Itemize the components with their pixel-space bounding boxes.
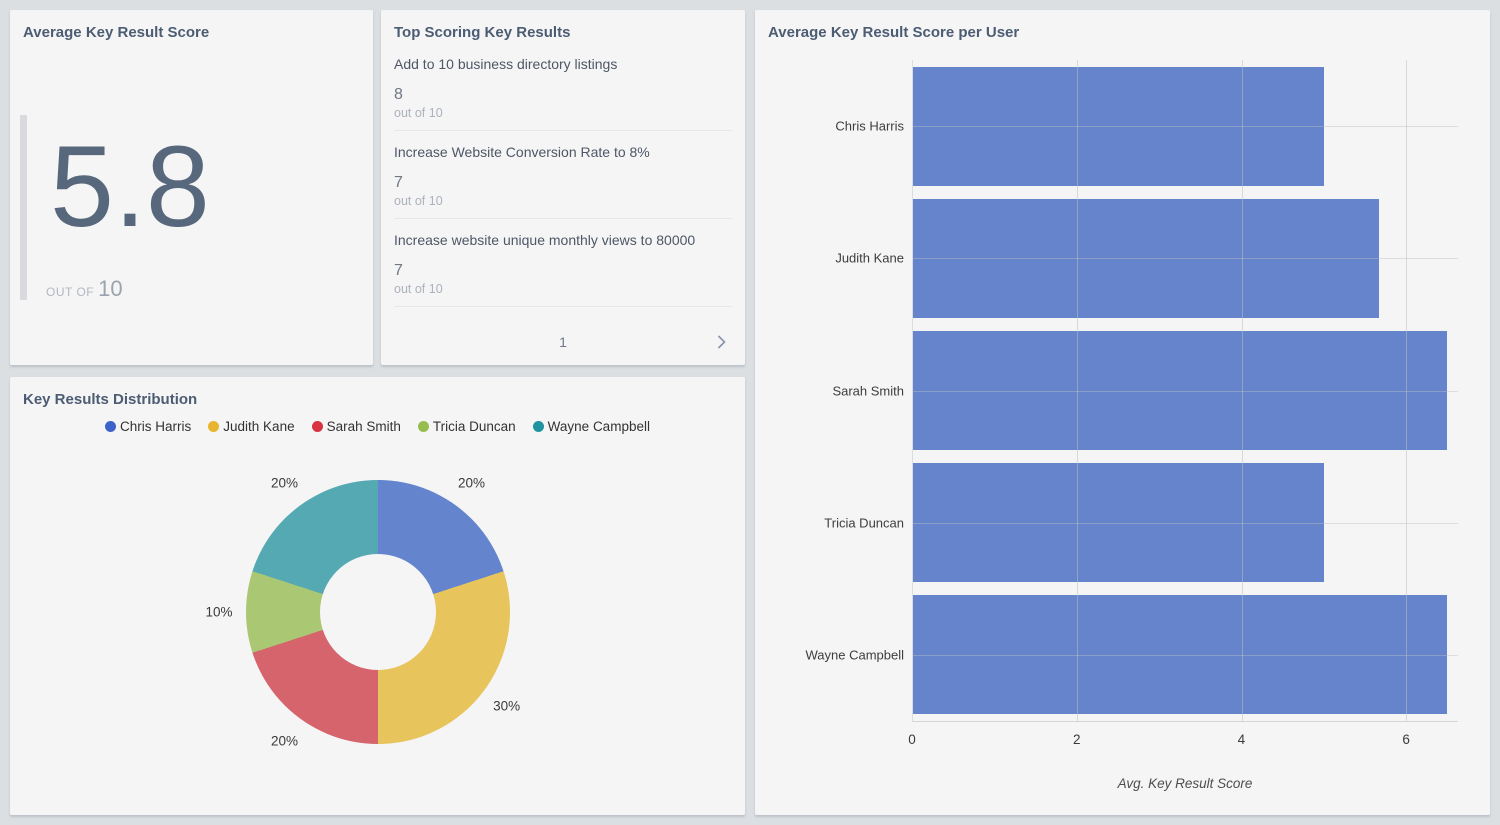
key-result-item[interactable]: Add to 10 business directory listings 8 ou… (394, 43, 732, 131)
score-gauge-bar (20, 115, 27, 300)
key-result-out-of: out of 10 (394, 106, 443, 120)
bar-row: Wayne Campbell (805, 589, 1458, 721)
slice-percent-label: 20% (457, 475, 486, 491)
legend-dot-icon (311, 421, 323, 432)
per-user-score-title: Average Key Result Score per User (768, 24, 1020, 41)
distribution-card: Key Results Distribution Chris Harris Jud… (10, 377, 745, 815)
legend-item[interactable]: Sarah Smith (311, 419, 401, 434)
key-result-score: 8 (394, 86, 403, 103)
legend-label: Tricia Duncan (432, 419, 516, 434)
bar-category-label: Wayne Campbell (805, 647, 904, 663)
key-result-out-of: out of 10 (394, 282, 443, 296)
out-of-value: 10 (98, 276, 123, 301)
average-score-card: Average Key Result Score 5.8 OUT OF 10 (10, 10, 373, 365)
page-number[interactable]: 1 (559, 334, 567, 350)
key-result-score: 7 (394, 174, 403, 191)
bar[interactable] (913, 463, 1324, 583)
average-score-value: 5.8 (50, 123, 210, 251)
key-result-item[interactable]: Increase Website Conversion Rate to 8% 7 o… (394, 131, 732, 219)
average-score-title: Average Key Result Score (23, 24, 210, 41)
x-axis-label: Avg. Key Result Score (1117, 776, 1253, 791)
key-result-score: 7 (394, 262, 403, 279)
key-result-list: Add to 10 business directory listings 8 ou… (381, 43, 745, 307)
bar-category-label: Sarah Smith (832, 383, 904, 398)
key-result-name: Increase Website Conversion Rate to 8% (394, 144, 650, 160)
legend-dot-icon (105, 421, 117, 432)
pagination: 1 (394, 319, 732, 365)
legend-item[interactable]: Wayne Campbell (532, 419, 650, 434)
per-user-score-card: Average Key Result Score per User Chris … (755, 10, 1490, 815)
x-tick-label: 4 (1237, 732, 1246, 747)
key-result-name: Increase website unique monthly views to… (394, 232, 696, 248)
legend-dot-icon (208, 421, 220, 432)
chevron-right-icon (717, 335, 726, 349)
out-of-label: OUT OF (46, 285, 95, 299)
key-result-out-of: out of 10 (394, 194, 443, 208)
bar-plot: Chris Harris Judith Kane Sarah Smith Tricia… (805, 60, 1458, 722)
top-row: Average Key Result Score 5.8 OUT OF 10 To… (10, 10, 745, 365)
key-result-item[interactable]: Increase website unique monthly views to… (394, 219, 732, 307)
x-tick-label: 6 (1402, 732, 1410, 747)
bar[interactable] (913, 595, 1448, 715)
legend-label: Sarah Smith (326, 419, 401, 434)
x-tick-label: 0 (908, 732, 916, 747)
legend-dot-icon (532, 421, 544, 432)
bar-xticks: 0 2 4 6 (908, 732, 1458, 752)
bar-row: Sarah Smith (832, 324, 1458, 456)
legend-label: Chris Harris (120, 419, 192, 434)
bar-category-label: Judith Kane (835, 250, 904, 266)
left-column: Average Key Result Score 5.8 OUT OF 10 To… (10, 10, 745, 815)
bar-row: Chris Harris (835, 60, 1458, 192)
bar-row: Tricia Duncan (824, 457, 1458, 589)
legend-label: Judith Kane (223, 419, 295, 434)
slice-percent-label: 30% (493, 698, 521, 713)
x-tick-label: 2 (1072, 732, 1081, 747)
slice-percent-label: 20% (270, 733, 299, 749)
donut-area: 20% 30% 20% 10% 20% (205, 476, 520, 748)
slice-percent-label: 10% (205, 604, 233, 620)
bar[interactable] (913, 331, 1448, 450)
bar-category-label: Tricia Duncan (824, 515, 904, 531)
legend-dot-icon (417, 421, 429, 432)
average-score-denominator: OUT OF 10 (46, 276, 123, 302)
legend-item[interactable]: Judith Kane (208, 419, 295, 434)
bar-category-label: Chris Harris (835, 118, 904, 134)
legend-label: Wayne Campbell (547, 419, 650, 434)
top-results-card: Top Scoring Key Results Add to 10 busine… (381, 10, 745, 365)
bar[interactable] (913, 66, 1324, 186)
legend-item[interactable]: Tricia Duncan (417, 419, 516, 434)
legend-item[interactable]: Chris Harris (105, 419, 191, 434)
next-page-button[interactable] (713, 331, 730, 354)
bar-row: Judith Kane (835, 192, 1458, 324)
slice-percent-label: 20% (270, 475, 299, 491)
key-result-name: Add to 10 business directory listings (394, 56, 618, 72)
top-results-title: Top Scoring Key Results (394, 24, 571, 41)
bar[interactable] (913, 198, 1380, 318)
donut-chart[interactable] (246, 480, 510, 744)
distribution-legend: Chris Harris Judith Kane Sarah Smith Tricia… (10, 419, 745, 434)
distribution-title: Key Results Distribution (23, 391, 198, 408)
